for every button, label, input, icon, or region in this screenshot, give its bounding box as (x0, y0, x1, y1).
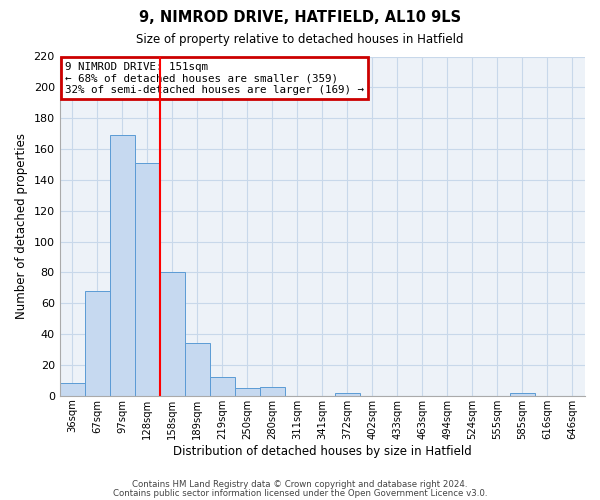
Bar (210, 378, 235, 396)
Bar (110, 135, 135, 396)
Text: Size of property relative to detached houses in Hatfield: Size of property relative to detached ho… (136, 32, 464, 46)
Text: 9 NIMROD DRIVE: 151sqm
← 68% of detached houses are smaller (359)
32% of semi-de: 9 NIMROD DRIVE: 151sqm ← 68% of detached… (65, 62, 364, 95)
Bar (135, 163, 160, 396)
Bar (510, 392, 535, 396)
Bar (335, 392, 360, 396)
Text: Contains public sector information licensed under the Open Government Licence v3: Contains public sector information licen… (113, 489, 487, 498)
Bar (260, 386, 285, 396)
Text: 9, NIMROD DRIVE, HATFIELD, AL10 9LS: 9, NIMROD DRIVE, HATFIELD, AL10 9LS (139, 10, 461, 25)
Bar (59, 384, 85, 396)
Bar (160, 272, 185, 396)
Text: Contains HM Land Registry data © Crown copyright and database right 2024.: Contains HM Land Registry data © Crown c… (132, 480, 468, 489)
Bar (185, 344, 210, 396)
Bar (235, 388, 260, 396)
X-axis label: Distribution of detached houses by size in Hatfield: Distribution of detached houses by size … (173, 444, 472, 458)
Y-axis label: Number of detached properties: Number of detached properties (15, 133, 28, 319)
Bar (85, 291, 110, 396)
